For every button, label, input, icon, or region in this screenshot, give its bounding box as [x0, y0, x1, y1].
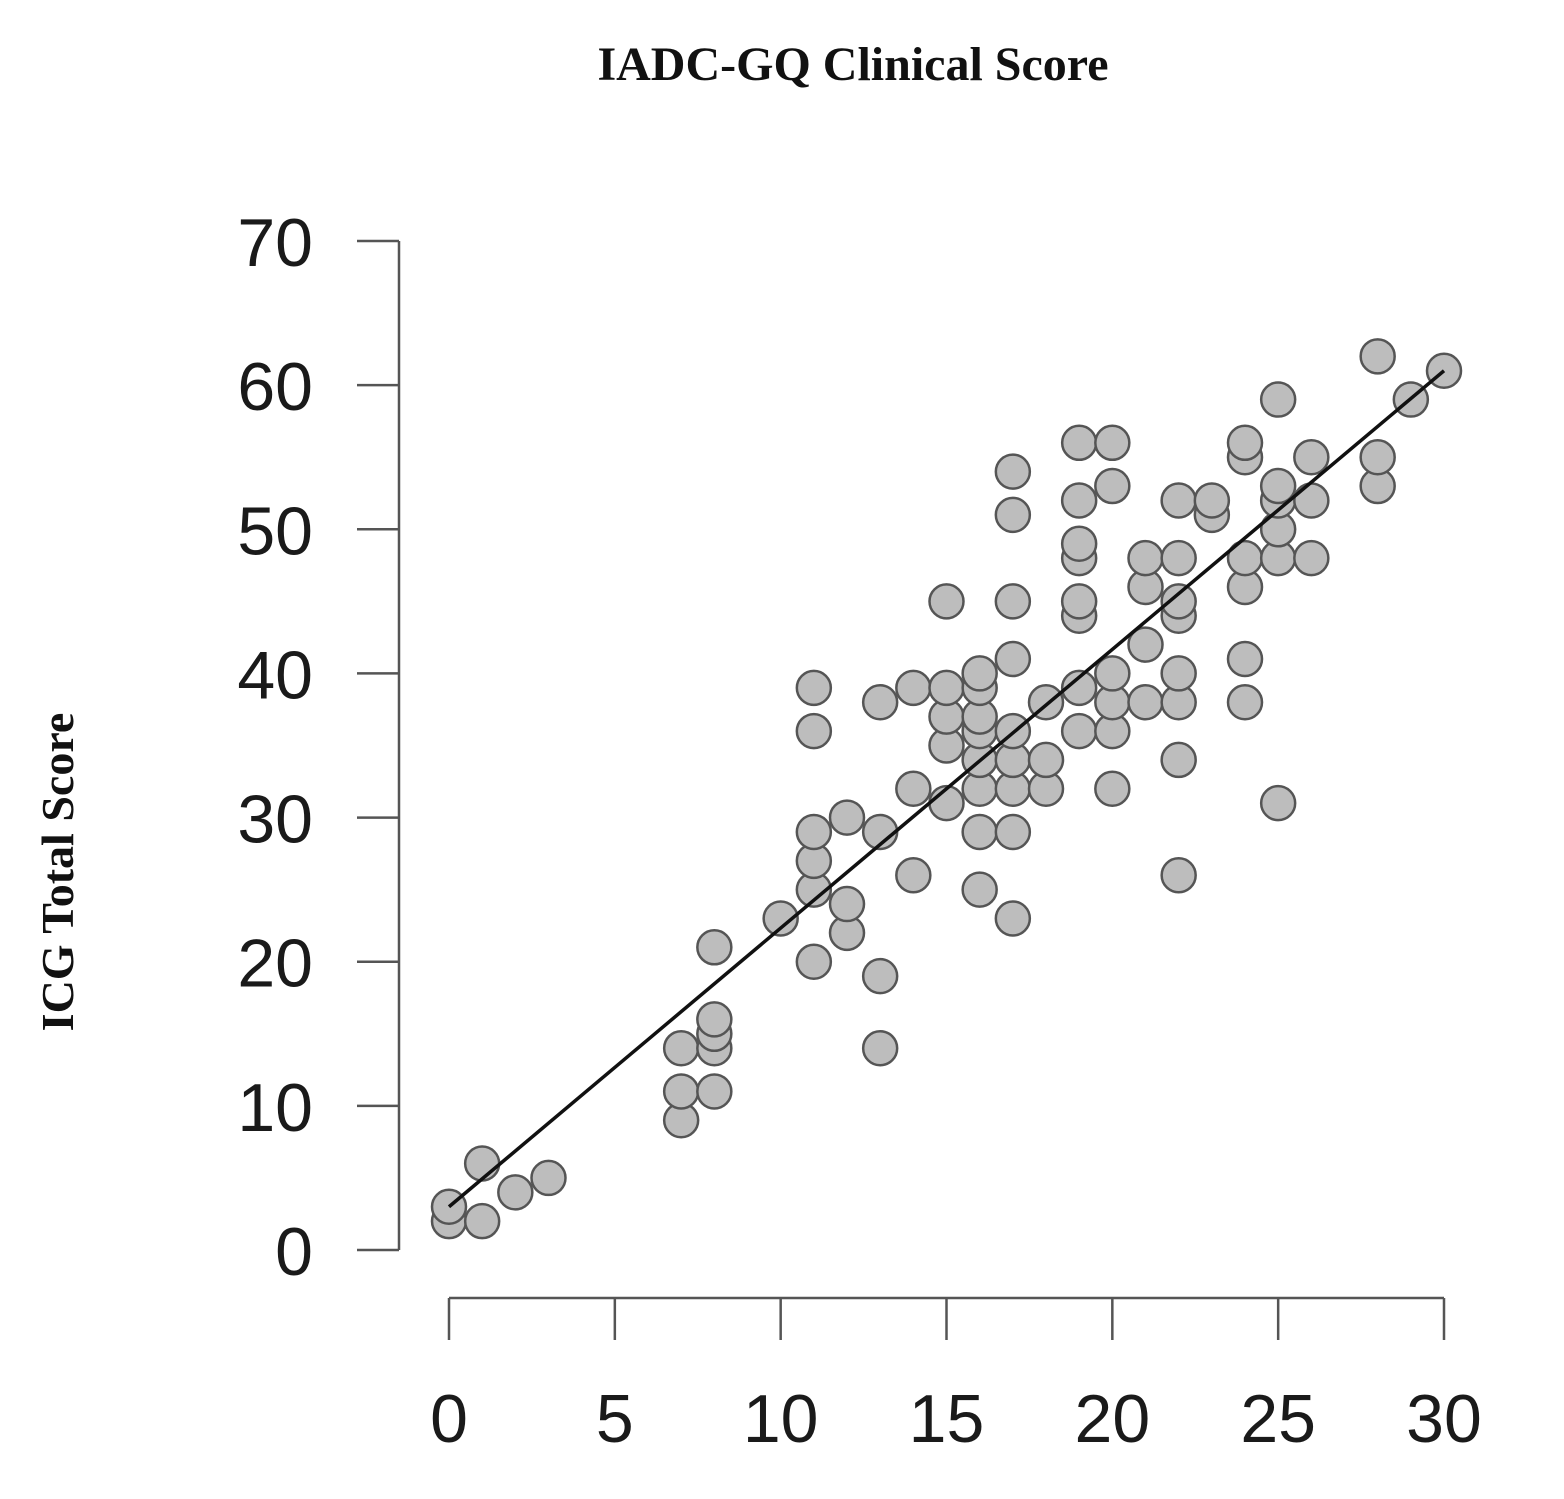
regression-line	[447, 369, 1446, 1209]
data-point	[895, 669, 932, 707]
y-tick-label: 70	[237, 205, 313, 281]
x-tick-label: 20	[1075, 1381, 1151, 1457]
data-point	[1060, 424, 1098, 462]
data-point	[895, 770, 932, 807]
data-point	[1193, 482, 1231, 519]
y-tick-label: 30	[237, 782, 313, 858]
data-point	[1160, 539, 1197, 577]
data-point	[662, 1029, 700, 1067]
x-tick-label: 5	[596, 1381, 634, 1457]
y-tick-label: 40	[237, 637, 313, 713]
data-point	[861, 684, 899, 721]
data-point	[1060, 669, 1098, 707]
data-point	[1160, 482, 1197, 519]
x-tick-label: 30	[1406, 1381, 1482, 1457]
x-tick-label: 15	[909, 1381, 985, 1457]
data-point	[795, 712, 833, 750]
data-point	[696, 929, 733, 966]
data-point	[928, 784, 965, 822]
data-point	[1259, 467, 1297, 505]
data-point	[1094, 655, 1131, 692]
data-point	[994, 496, 1032, 534]
data-point	[861, 957, 899, 995]
data-point	[1160, 741, 1197, 779]
data-point	[994, 453, 1032, 490]
data-point	[961, 655, 998, 692]
data-point	[463, 1202, 501, 1240]
data-point	[795, 813, 833, 851]
data-point	[497, 1174, 534, 1211]
data-point	[961, 871, 998, 908]
y-axis: 0 10 20 30 40 50 60 70	[237, 205, 401, 1290]
x-tick-label: 10	[743, 1381, 819, 1457]
data-point	[696, 1001, 733, 1038]
x-tick-label: 0	[430, 1381, 468, 1457]
data-points	[430, 338, 1463, 1240]
data-point	[994, 813, 1032, 851]
data-point	[1226, 640, 1264, 678]
data-point	[795, 669, 833, 707]
regression-line-layer	[447, 369, 1446, 1209]
data-point	[928, 583, 965, 620]
data-point	[1226, 424, 1264, 462]
data-point	[795, 943, 833, 980]
data-point	[861, 1029, 899, 1067]
data-point	[828, 885, 866, 923]
data-point	[1293, 482, 1330, 519]
y-tick-label: 20	[237, 926, 313, 1002]
data-point	[1259, 784, 1297, 822]
data-point	[961, 813, 998, 851]
x-tick-label: 25	[1240, 1381, 1316, 1457]
y-tick-label: 60	[237, 349, 313, 425]
data-point	[762, 900, 799, 937]
data-point	[530, 1159, 567, 1197]
data-point	[1060, 525, 1098, 562]
data-point	[1259, 381, 1297, 418]
data-point	[994, 640, 1032, 678]
data-point	[1127, 626, 1164, 663]
data-point	[1027, 741, 1065, 779]
data-point	[1293, 438, 1330, 476]
data-point	[1293, 539, 1330, 577]
chart-title: IADC-GQ Clinical Score	[597, 38, 1108, 91]
data-point	[1127, 539, 1164, 577]
data-point	[1160, 583, 1197, 620]
x-axis: 0 5 10 15 20 25 30	[430, 1296, 1482, 1457]
y-tick-label: 0	[275, 1214, 313, 1290]
data-point	[994, 900, 1032, 937]
data-point	[1359, 438, 1396, 476]
data-point	[696, 1073, 733, 1110]
y-axis-label: ICG Total Score	[32, 713, 83, 1032]
data-point	[828, 799, 866, 836]
data-point	[1127, 684, 1164, 721]
y-tick-label: 10	[237, 1070, 313, 1146]
data-point	[1094, 424, 1131, 462]
data-point	[1226, 684, 1264, 721]
data-point	[1060, 712, 1098, 750]
y-tick-label: 50	[237, 493, 313, 569]
data-point	[994, 583, 1032, 620]
data-point	[1094, 467, 1131, 505]
data-point	[1160, 655, 1197, 692]
data-point	[662, 1073, 700, 1110]
data-point	[1160, 856, 1197, 894]
data-point	[1094, 770, 1131, 807]
data-point	[1060, 482, 1098, 519]
data-point	[1060, 583, 1098, 620]
data-point	[463, 1145, 501, 1182]
data-point	[895, 856, 932, 894]
data-point	[928, 669, 965, 707]
data-point	[1359, 338, 1396, 375]
